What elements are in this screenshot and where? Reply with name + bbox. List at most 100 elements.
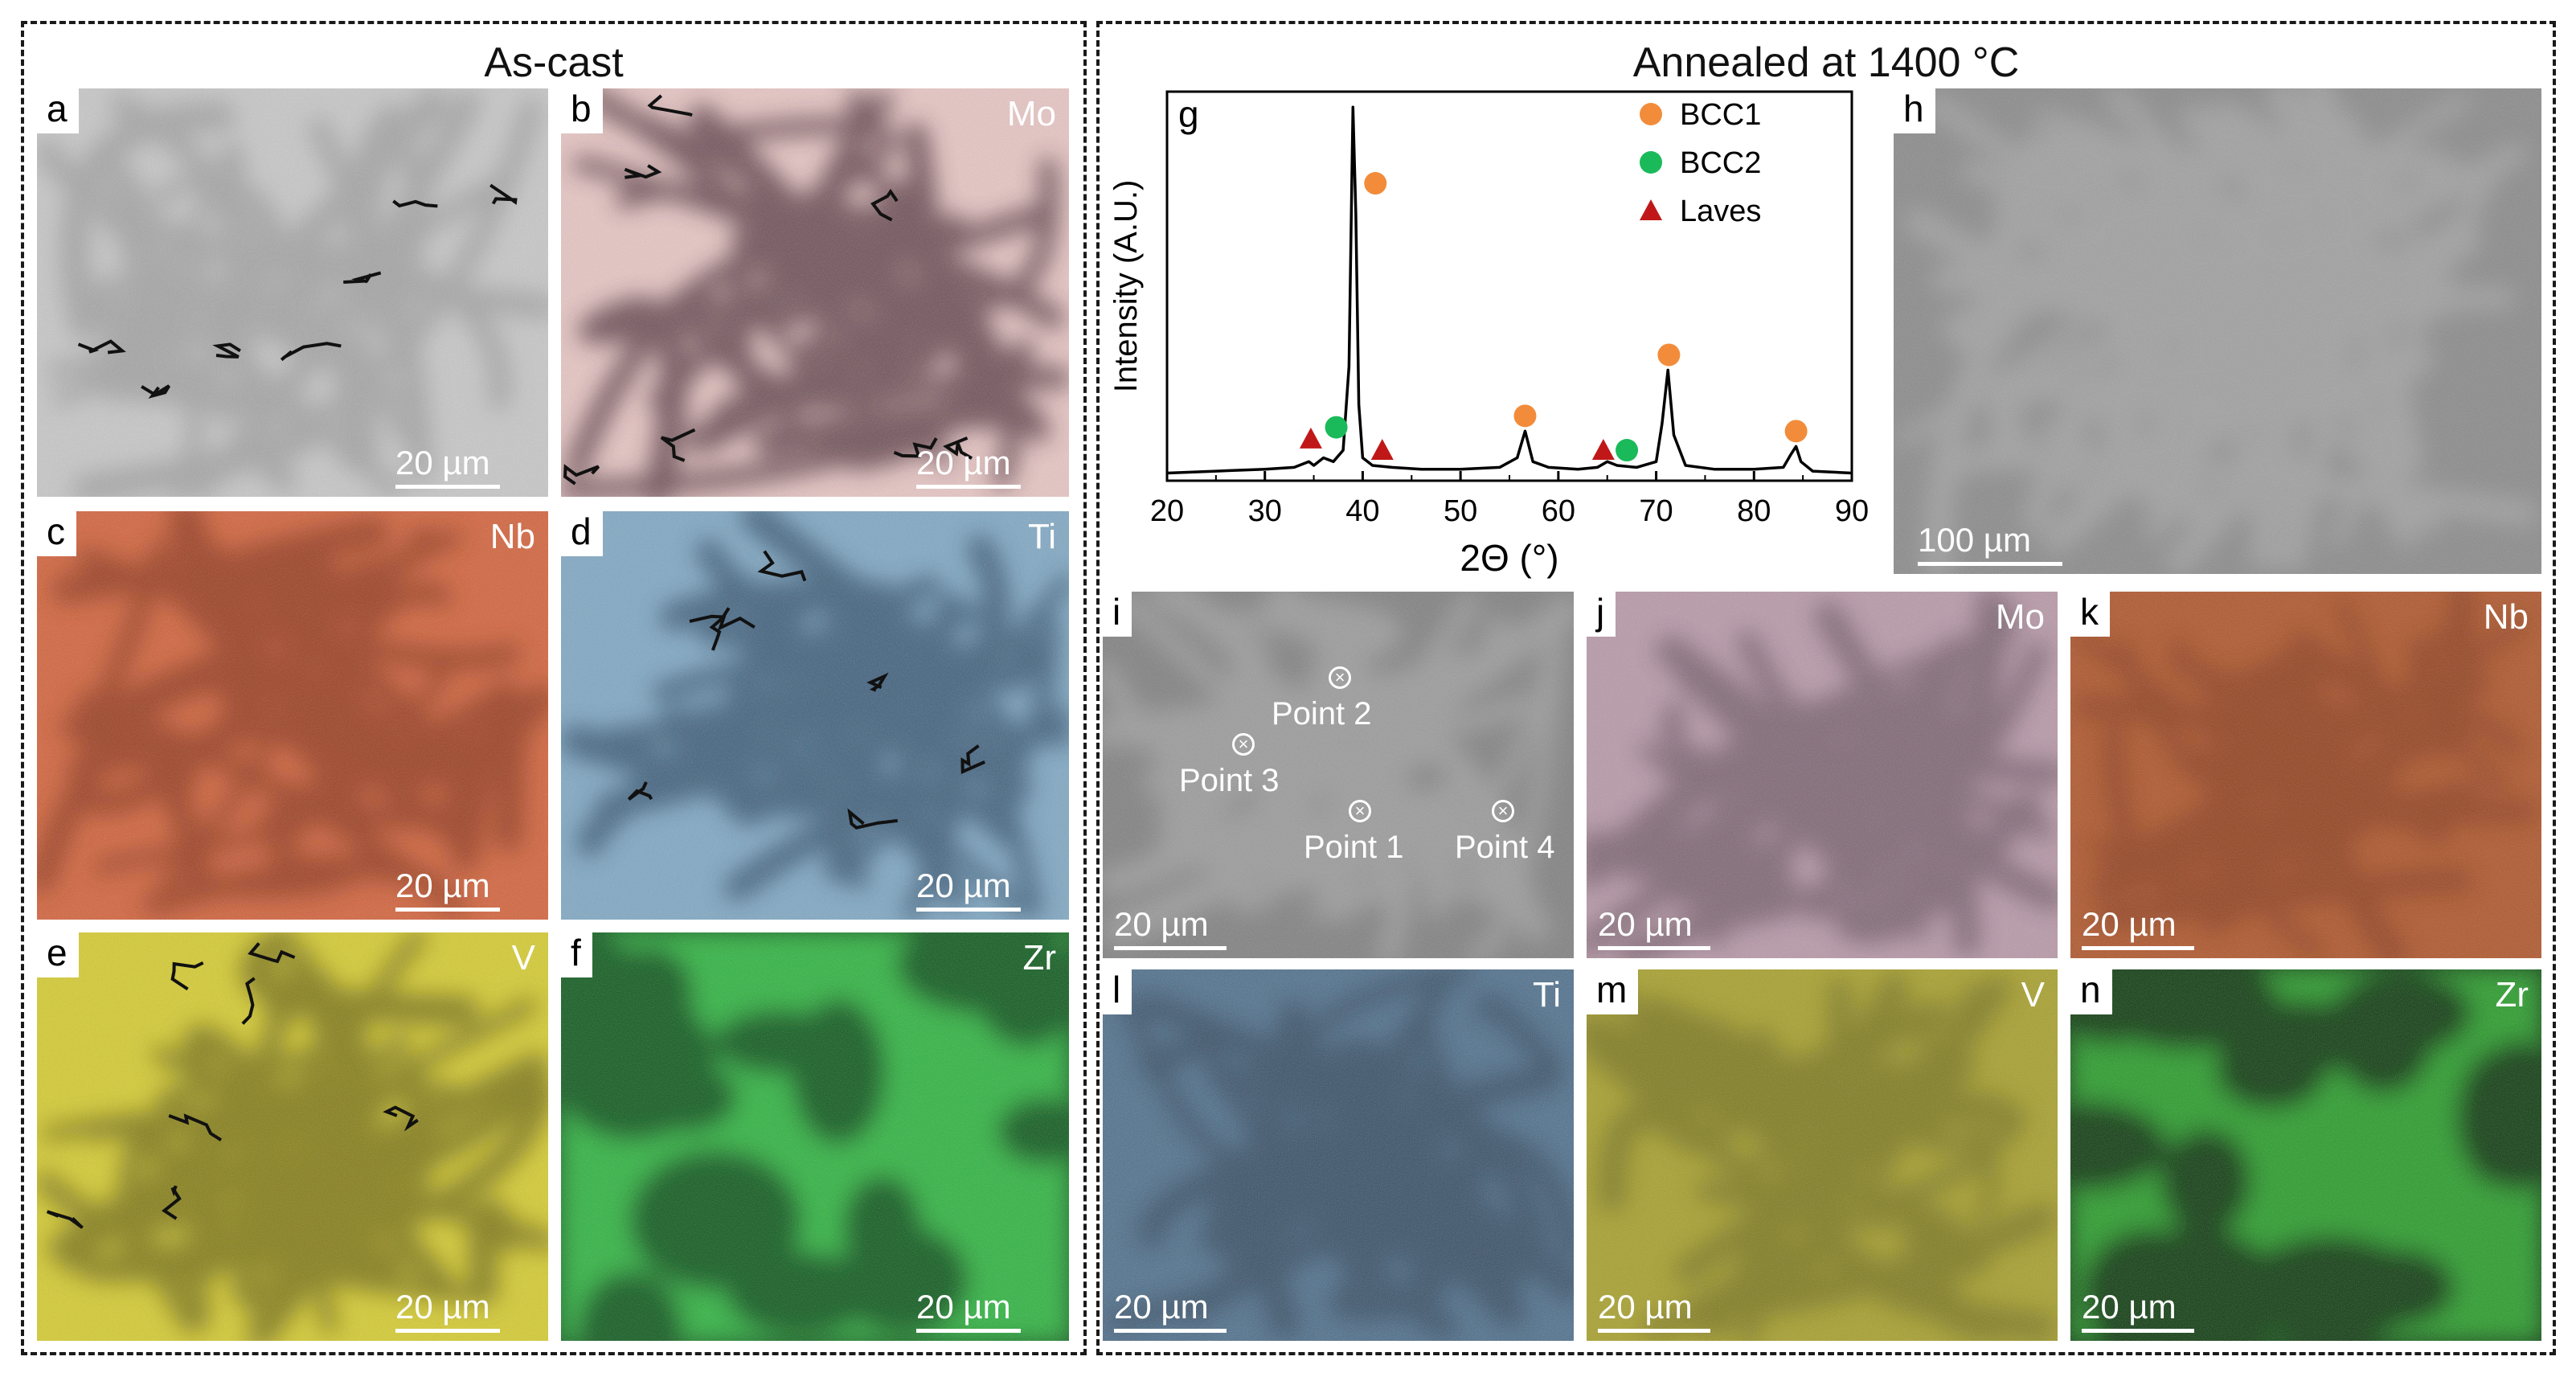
panel-b-element-label: Mo	[1006, 94, 1056, 133]
panel-l-scale-bar: 20 µm	[1114, 1290, 1227, 1333]
scale-bar-line	[1114, 946, 1227, 950]
panel-l-element-label: Ti	[1532, 975, 1561, 1014]
scale-bar-line	[395, 485, 500, 489]
panel-e-letter: e	[37, 932, 79, 977]
phase-marker-laves	[1299, 427, 1322, 449]
xrd-plot-svg: g 20 30 40 50 60 70 80 90 2Θ (°) Intensity (A.U.) B…	[1108, 90, 1869, 579]
panel-i-sem-image: i 20 µm	[1103, 592, 1574, 958]
phase-marker-bcc1	[1364, 172, 1387, 195]
panel-j-scale-bar: 20 µm	[1598, 908, 1710, 950]
panel-h-texture	[1894, 88, 2541, 574]
panel-a-scale-bar: 20 µm	[395, 446, 500, 489]
scale-bar-label: 20 µm	[395, 867, 490, 904]
panel-f-zr-map: f Zr 20 µm	[561, 932, 1069, 1341]
x-tick-label: 80	[1737, 494, 1771, 528]
panel-d-texture	[561, 511, 1069, 920]
phase-marker-laves	[1370, 439, 1394, 461]
panel-j-texture	[1587, 592, 2058, 958]
panel-j-element-label: Mo	[1995, 597, 2045, 637]
panel-n-texture	[2070, 969, 2541, 1341]
scale-bar-line	[1598, 946, 1710, 950]
panel-c-texture	[37, 511, 548, 920]
y-axis-label: Intensity (A.U.)	[1108, 180, 1144, 393]
panel-d-letter: d	[561, 511, 603, 556]
legend-label-bcc2: BCC2	[1680, 146, 1761, 180]
xrd-pattern-line	[1166, 105, 1853, 475]
phase-marker-bcc2	[1616, 439, 1639, 462]
panel-n-element-label: Zr	[2495, 975, 2529, 1014]
panel-e-texture	[37, 932, 548, 1341]
panel-n-zr-map: n Zr 20 µm	[2070, 969, 2541, 1341]
scale-bar-label: 20 µm	[1598, 905, 1693, 943]
panel-f-letter: f	[561, 932, 592, 977]
panel-h-sem-image: h 100 µm	[1894, 88, 2541, 574]
x-tick-label: 50	[1444, 494, 1477, 528]
panel-m-scale-bar: 20 µm	[1598, 1290, 1710, 1333]
panel-e-scale-bar: 20 µm	[395, 1290, 500, 1333]
panel-b-letter: b	[561, 88, 603, 133]
scale-bar-label: 20 µm	[916, 1288, 1011, 1326]
panel-h-letter: h	[1894, 88, 1935, 133]
panel-d-ti-map: d Ti 20 µm	[561, 511, 1069, 920]
panel-b-mo-map: b Mo 20 µm	[561, 88, 1069, 497]
phase-marker-laves	[1591, 439, 1615, 461]
scale-bar-label: 20 µm	[2082, 905, 2177, 943]
scale-bar-line	[916, 485, 1021, 489]
annealed-title: Annealed at 1400 °C	[1632, 39, 2020, 86]
panel-k-element-label: Nb	[2483, 597, 2529, 637]
panel-k-nb-map: k Nb 20 µm	[2070, 592, 2541, 958]
as-cast-title: As-cast	[484, 39, 624, 86]
panel-d-element-label: Ti	[1027, 517, 1056, 556]
panel-n-letter: n	[2070, 969, 2112, 1014]
scale-bar-line	[2082, 946, 2194, 950]
scale-bar-line	[2082, 1329, 2194, 1333]
panel-m-element-label: V	[2021, 975, 2045, 1014]
panel-g-letter: g	[1178, 93, 1199, 135]
phase-marker-bcc1	[1513, 404, 1537, 428]
panel-i-letter: i	[1103, 592, 1132, 637]
scale-bar-line	[1598, 1329, 1710, 1333]
x-tick-label: 30	[1248, 494, 1282, 528]
panel-c-scale-bar: 20 µm	[395, 869, 500, 912]
annealed-frame: Annealed at 1400 °C	[1096, 21, 2556, 1355]
x-tick-label: 40	[1345, 494, 1379, 528]
panel-c-letter: c	[37, 511, 76, 556]
scale-bar-label: 20 µm	[1598, 1288, 1693, 1326]
scale-bar-label: 20 µm	[2082, 1288, 2177, 1326]
x-tick-label: 70	[1639, 494, 1673, 528]
panel-c-nb-map: c Nb 20 µm	[37, 511, 548, 920]
panel-b-texture	[561, 88, 1069, 497]
scale-bar-line	[395, 908, 500, 912]
phase-marker-bcc1	[1784, 420, 1808, 443]
panel-c-element-label: Nb	[489, 517, 535, 556]
panel-m-v-map: m V 20 µm	[1587, 969, 2058, 1341]
panel-j-letter: j	[1587, 592, 1616, 637]
panel-a-texture	[37, 88, 548, 497]
legend-label-laves: Laves	[1680, 195, 1761, 228]
scale-bar-label: 100 µm	[1918, 521, 2031, 559]
x-tick-label: 60	[1542, 494, 1575, 528]
scale-bar-line	[916, 1329, 1021, 1333]
legend-marker-laves	[1640, 199, 1662, 220]
panel-i-scale-bar: 20 µm	[1114, 908, 1227, 950]
scale-bar-label: 20 µm	[395, 1288, 490, 1326]
legend-label-bcc1: BCC1	[1680, 98, 1761, 132]
panel-l-ti-map: l Ti 20 µm	[1103, 969, 1574, 1341]
panel-k-texture	[2070, 592, 2541, 958]
panel-i-texture	[1103, 592, 1574, 958]
panel-l-letter: l	[1103, 969, 1132, 1014]
panel-e-element-label: V	[511, 938, 535, 977]
panel-f-element-label: Zr	[1022, 938, 1056, 977]
scale-bar-label: 20 µm	[1114, 905, 1209, 943]
legend-marker-bcc1	[1640, 103, 1662, 125]
scale-bar-label: 20 µm	[916, 444, 1011, 482]
panel-f-scale-bar: 20 µm	[916, 1290, 1021, 1333]
scale-bar-line	[916, 908, 1021, 912]
scale-bar-line	[1918, 562, 2062, 566]
phase-marker-bcc2	[1325, 416, 1348, 439]
panel-d-scale-bar: 20 µm	[916, 869, 1021, 912]
panel-n-scale-bar: 20 µm	[2082, 1290, 2194, 1333]
panel-h-scale-bar: 100 µm	[1918, 523, 2062, 566]
scale-bar-line	[395, 1329, 500, 1333]
panel-m-texture	[1587, 969, 2058, 1341]
